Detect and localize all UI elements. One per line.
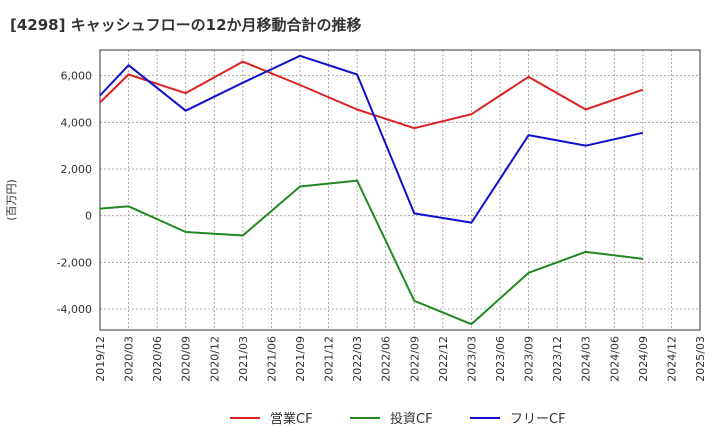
y-tick-label: -2,000 [57, 256, 92, 269]
x-tick-label: 2020/03 [123, 336, 136, 382]
x-tick-label: 2023/03 [465, 336, 478, 382]
series-line-3 [99, 54, 644, 224]
y-tick-label: 0 [85, 210, 92, 223]
y-tick-label: 4,000 [61, 116, 93, 129]
plot-area: 6,000 4,000 2,000 0 -2,000 -4,000 2019/12 2020/… [57, 49, 707, 382]
chart-title: [4298] キャッシュフローの12か月移動合計の推移 [10, 16, 362, 34]
x-tick-label: 2020/09 [180, 336, 193, 382]
x-tick-label: 2020/06 [151, 336, 164, 382]
x-tick-label: 2024/09 [637, 336, 650, 382]
x-tick-label: 2022/03 [351, 336, 364, 382]
legend-label: 営業CF [270, 411, 313, 427]
x-tick-label: 2021/09 [294, 336, 307, 382]
legend-label: 投資CF [390, 411, 433, 427]
x-tick-label: 2023/09 [523, 336, 536, 382]
x-tick-label: 2019/12 [94, 336, 107, 382]
x-tick-label: 2021/12 [323, 336, 336, 382]
x-tick-label: 2021/03 [237, 336, 250, 382]
x-tick-label: 2023/12 [551, 336, 564, 382]
series-line-1 [99, 60, 644, 130]
y-tick-label: 2,000 [61, 163, 93, 176]
x-tick-label: 2020/12 [208, 336, 221, 382]
x-tick-label: 2023/06 [494, 336, 507, 382]
x-tick-label: 2024/06 [608, 336, 621, 382]
x-tick-label: 2025/03 [694, 336, 707, 382]
x-tick-label: 2022/06 [380, 336, 393, 382]
y-axis-label: (百万円) [5, 179, 18, 221]
x-tick-label: 2021/06 [265, 336, 278, 382]
x-tick-label: 2022/09 [408, 336, 421, 382]
y-tick-label: 6,000 [61, 70, 93, 83]
x-tick-label: 2024/03 [580, 336, 593, 382]
x-tick-label: 2022/12 [437, 336, 450, 382]
series-line-2 [99, 179, 643, 326]
x-tick-label: 2024/12 [665, 336, 678, 382]
legend-label: フリーCF [510, 412, 566, 427]
y-tick-label: -4,000 [57, 303, 92, 316]
plot-frame [99, 49, 701, 331]
legend: 営業CF 投資CF フリーCF [230, 411, 566, 427]
plot-background [100, 50, 700, 330]
